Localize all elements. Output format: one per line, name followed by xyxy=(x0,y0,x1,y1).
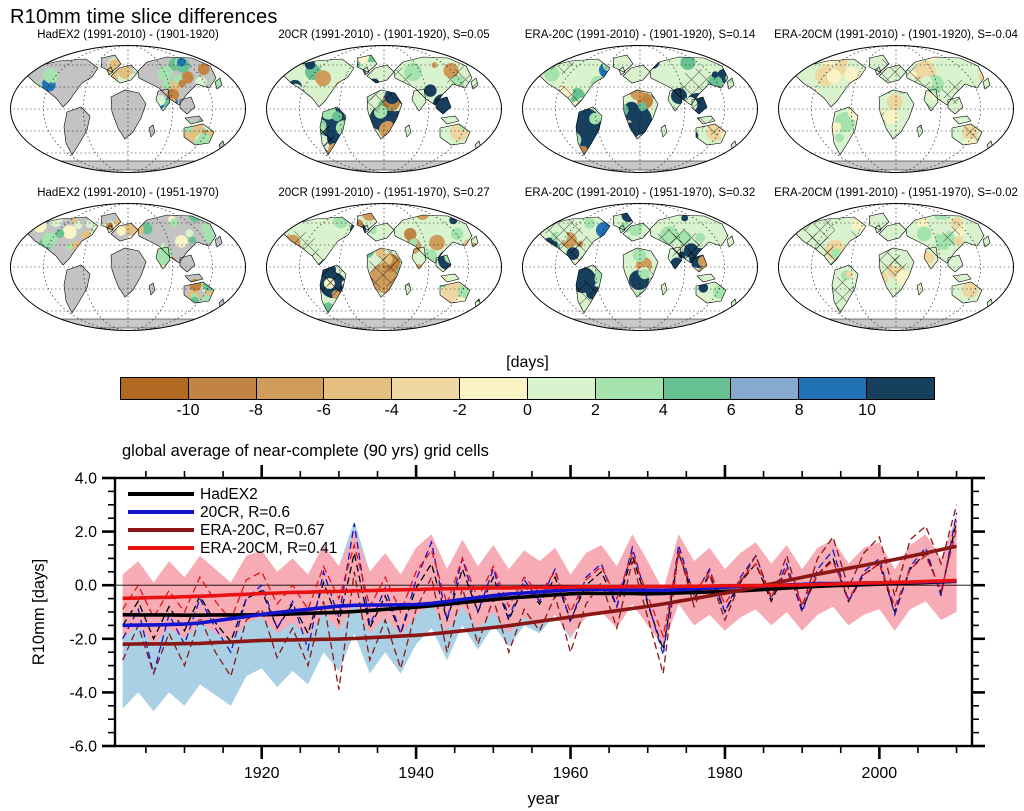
map-panel: 20CR (1991-2010) - (1901-1920), S=0.05 xyxy=(256,28,512,176)
colorbar-cell xyxy=(324,378,393,399)
world-map xyxy=(522,45,758,173)
colorbar-label: [days] xyxy=(506,354,549,371)
colorbar-bar xyxy=(120,377,935,400)
smoothed-line xyxy=(122,544,957,646)
world-map xyxy=(266,203,502,331)
colorbar-cell xyxy=(121,378,189,399)
colorbar-cell xyxy=(460,378,528,399)
map-panel-title: ERA-20CM (1991-2010) - (1951-1970), S=-0… xyxy=(774,187,1018,199)
world-map xyxy=(266,45,502,173)
colorbar-cell xyxy=(188,378,257,399)
colorbar-tick: 8 xyxy=(794,402,804,419)
x-tick-label: 1960 xyxy=(553,765,589,782)
map-panel-title: ERA-20CM (1991-2010) - (1901-1920), S=-0… xyxy=(774,29,1018,41)
colorbar: [days] -10 -8 -6 -4 -2 0 2 4 6 8 10 xyxy=(120,354,935,422)
map-panel: ERA-20CM (1991-2010) - (1951-1970), S=-0… xyxy=(768,186,1024,334)
colorbar-cell xyxy=(256,378,325,399)
map-panel-title: ERA-20C (1991-2010) - (1951-1970), S=0.3… xyxy=(524,187,756,199)
legend-entry: ERA-20CM, R=0.41 xyxy=(200,540,337,557)
colorbar-tick: 6 xyxy=(726,402,736,419)
legend-entry: HadEX2 xyxy=(200,486,258,503)
y-tick-label: 2.0 xyxy=(75,524,97,541)
y-tick-label: -6.0 xyxy=(69,739,97,756)
colorbar-tick-labels: -10 -8 -6 -4 -2 0 2 4 6 8 10 xyxy=(120,400,935,422)
colorbar-tick: -10 xyxy=(176,402,200,419)
page-title: R10mm time slice differences xyxy=(10,6,278,28)
legend-entry: 20CR, R=0.6 xyxy=(200,504,290,521)
colorbar-cell xyxy=(799,378,868,399)
colorbar-tick: 2 xyxy=(590,402,600,419)
world-map xyxy=(522,203,758,331)
colorbar-cell xyxy=(867,378,934,399)
map-panel: HadEX2 (1991-2010) - (1951-1970) xyxy=(0,186,256,334)
map-panel: HadEX2 (1991-2010) - (1901-1920) xyxy=(0,28,256,176)
y-axis-label: R10mm [days] xyxy=(30,559,48,665)
colorbar-cell xyxy=(595,378,664,399)
x-axis-label: year xyxy=(527,790,560,808)
world-map xyxy=(778,45,1014,173)
colorbar-tick: -6 xyxy=(316,402,331,419)
colorbar-cell xyxy=(731,378,800,399)
colorbar-tick: 4 xyxy=(658,402,668,419)
world-map xyxy=(10,45,246,173)
annual-line xyxy=(122,512,958,674)
map-panel-title: HadEX2 (1991-2010) - (1901-1920) xyxy=(37,29,219,41)
map-panel-title: HadEX2 (1991-2010) - (1951-1970) xyxy=(37,187,219,199)
colorbar-tick: -2 xyxy=(452,402,467,419)
map-panel: ERA-20CM (1991-2010) - (1901-1920), S=-0… xyxy=(768,28,1024,176)
y-tick-label: -4.0 xyxy=(69,685,97,702)
colorbar-tick: 0 xyxy=(523,402,532,419)
colorbar-tick: 10 xyxy=(858,402,876,419)
x-tick-label: 1940 xyxy=(398,765,434,782)
annual-line xyxy=(122,520,958,650)
world-map xyxy=(778,203,1014,331)
x-tick-label: 1980 xyxy=(707,765,743,782)
map-panel-title: ERA-20C (1991-2010) - (1901-1920), S=0.1… xyxy=(524,29,756,41)
map-panel: ERA-20C (1991-2010) - (1901-1920), S=0.1… xyxy=(512,28,768,176)
colorbar-cell xyxy=(392,378,461,399)
y-tick-label: -2.0 xyxy=(69,631,97,648)
map-panel: 20CR (1991-2010) - (1951-1970), S=0.27 xyxy=(256,186,512,334)
maps-grid: HadEX2 (1991-2010) - (1901-1920) 20CR (19… xyxy=(0,28,1024,334)
world-map xyxy=(10,203,246,331)
x-tick-label: 1920 xyxy=(244,765,280,782)
annual-line xyxy=(122,504,958,690)
map-panel-title: 20CR (1991-2010) - (1901-1920), S=0.05 xyxy=(278,29,490,41)
map-panel-title: 20CR (1991-2010) - (1951-1970), S=0.27 xyxy=(278,187,490,199)
y-tick-label: 0.0 xyxy=(75,578,97,595)
colorbar-cell xyxy=(663,378,732,399)
x-tick-label: 2000 xyxy=(862,765,898,782)
chart-title: global average of near-complete (90 yrs)… xyxy=(122,442,489,460)
smoothed-line xyxy=(122,578,957,601)
colorbar-tick: -4 xyxy=(384,402,399,419)
colorbar-tick: -8 xyxy=(248,402,263,419)
y-tick-label: 4.0 xyxy=(75,471,97,488)
timeseries-chart: 1920 1940 1960 1980 2000 -6.0 -4.0 -2.0 0.0 2.0 4.… xyxy=(30,442,985,808)
colorbar-cell xyxy=(527,378,596,399)
legend-entry: ERA-20C, R=0.67 xyxy=(200,522,325,539)
map-panel: ERA-20C (1991-2010) - (1951-1970), S=0.3… xyxy=(512,186,768,334)
